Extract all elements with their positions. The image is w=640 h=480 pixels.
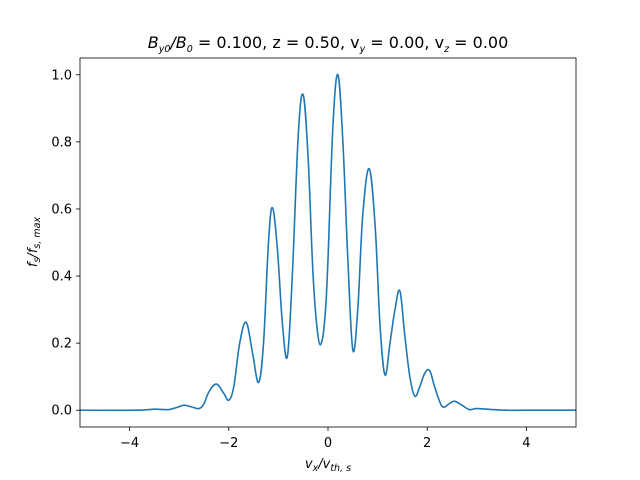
y-tick-label: 0.2 — [51, 337, 72, 352]
y-tick-label: 0.6 — [51, 202, 72, 217]
plot-area — [79, 57, 577, 428]
x-axis: −4 −2 0 2 4 — [120, 427, 531, 451]
chart-title: By0/B0 = 0.100, z = 0.50, vy = 0.00, vz … — [148, 33, 509, 55]
x-axis-label: vx/vth, s — [305, 457, 351, 474]
y-tick-label: 0.4 — [51, 270, 72, 285]
y-tick-label: 1.0 — [51, 68, 72, 83]
y-tick-label: 0.8 — [51, 135, 72, 150]
y-axis: 0.0 0.2 0.4 0.6 0.8 1.0 — [51, 68, 80, 419]
y-tick-label: 0.0 — [51, 404, 72, 419]
x-tick-label: 2 — [423, 436, 431, 451]
x-tick-label: 0 — [324, 436, 332, 451]
x-tick-label: −4 — [120, 436, 139, 451]
x-tick-label: 4 — [522, 436, 530, 451]
x-tick-label: −2 — [219, 436, 238, 451]
y-axis-label: fs/fs, max — [26, 217, 43, 268]
series-line — [80, 73, 576, 412]
